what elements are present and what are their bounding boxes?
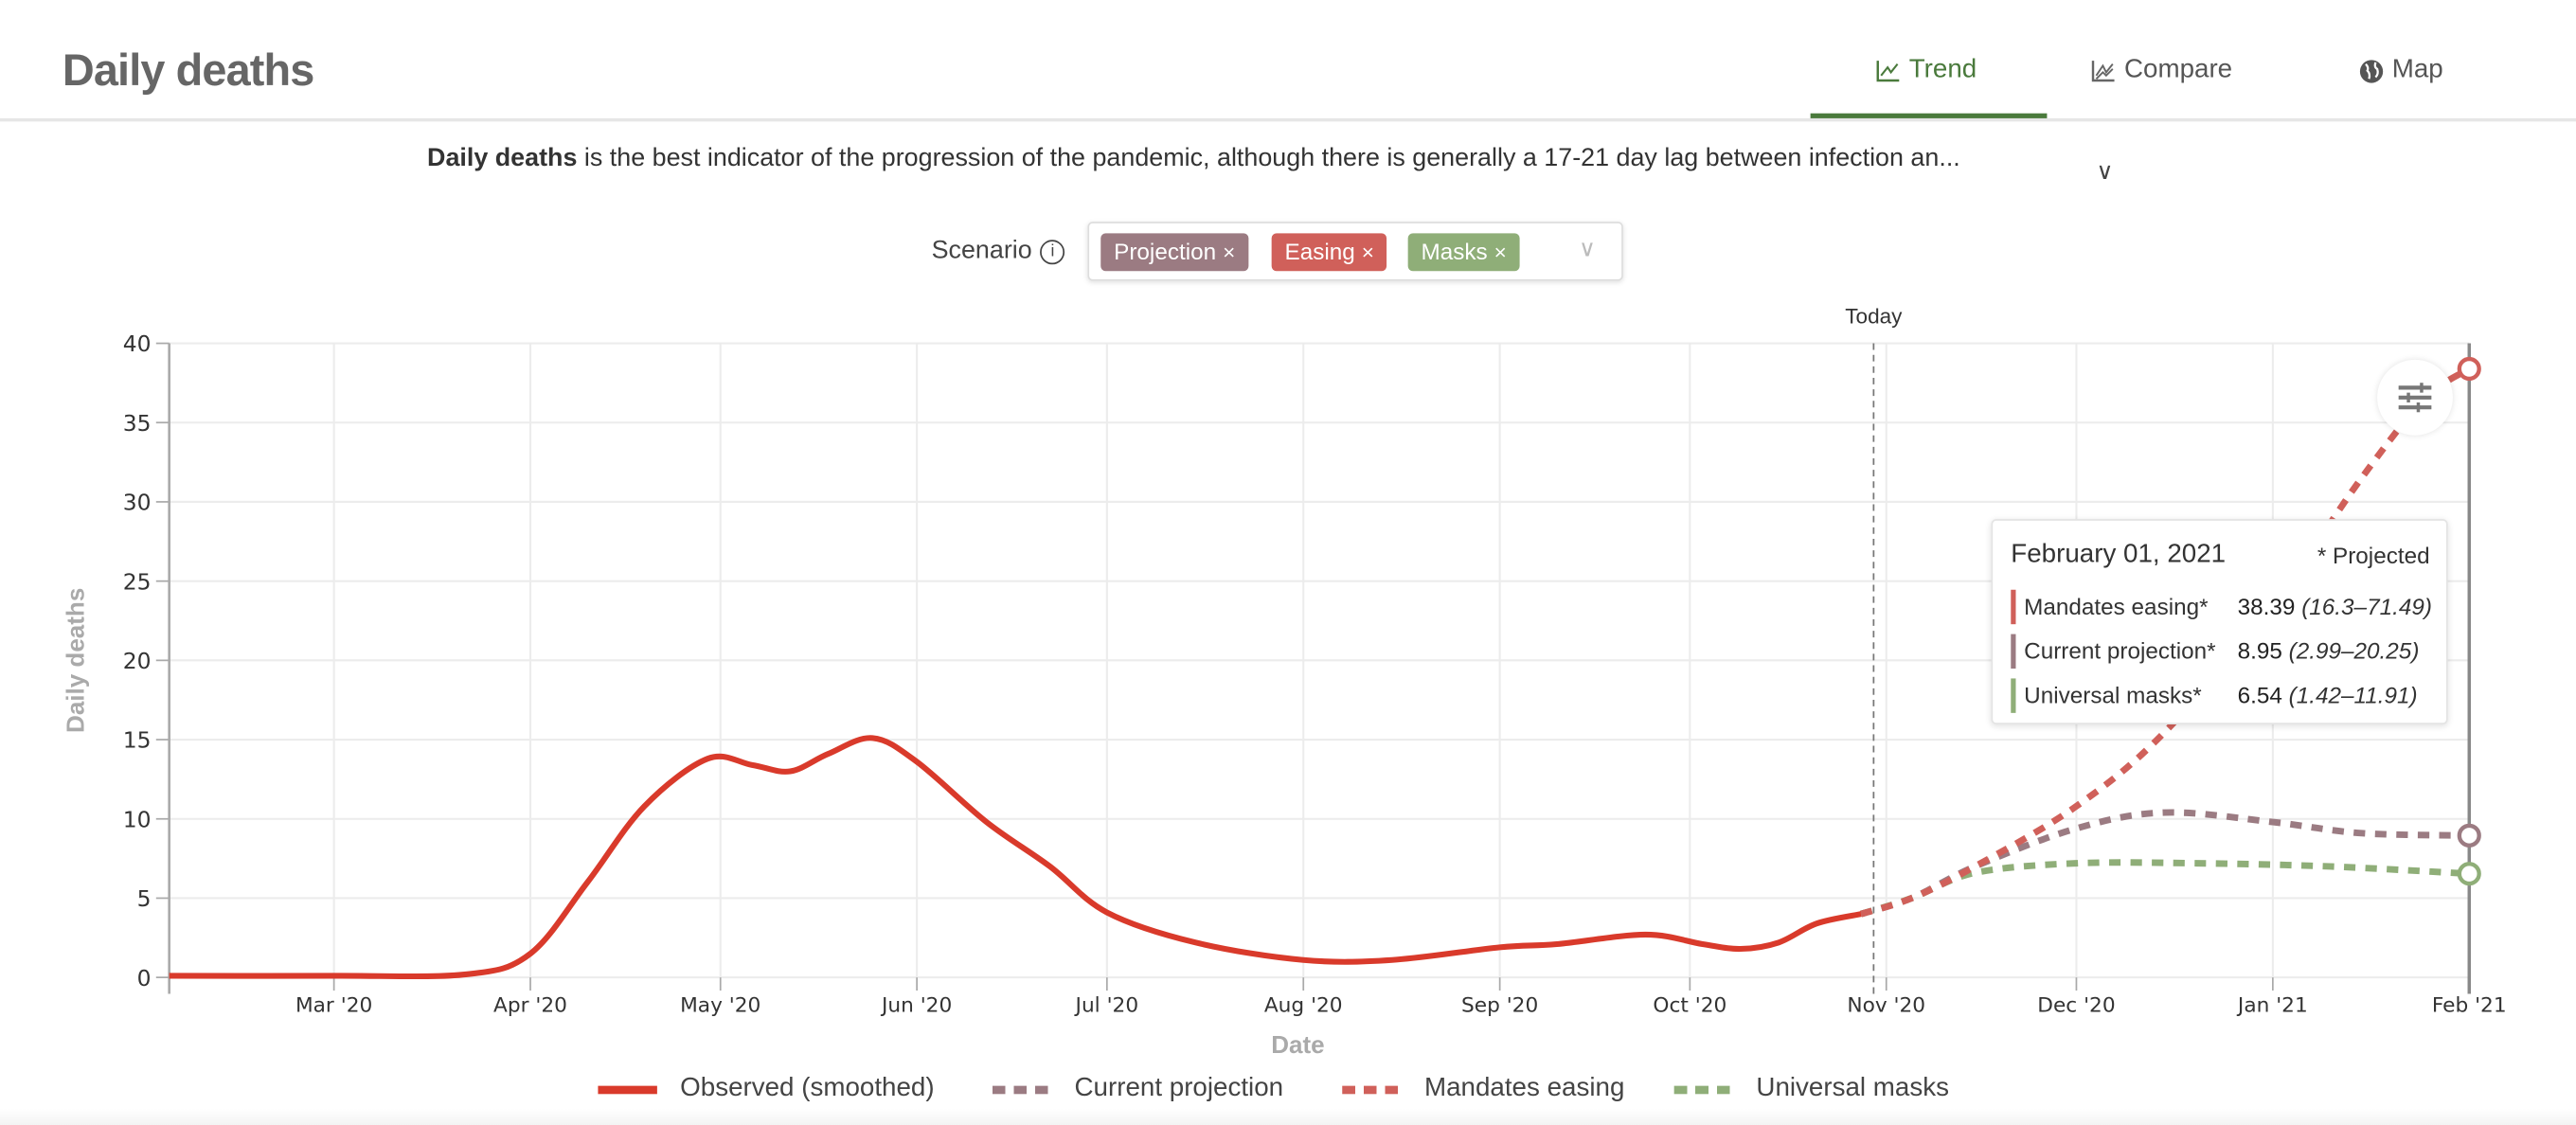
tooltip-value-number: 8.95 (2237, 637, 2282, 664)
header-divider (0, 117, 2576, 122)
chip-label: Easing (1284, 238, 1355, 265)
chip-label: Masks (1421, 238, 1488, 265)
description-text: is the best indicator of the progression… (577, 144, 1960, 173)
tooltip-series-name: Universal masks* (2024, 681, 2202, 708)
legend-swatch (598, 1084, 657, 1094)
tab-compare[interactable]: Compare (2091, 56, 2232, 85)
x-tick-label: Sep '20 (1461, 994, 1538, 1018)
info-icon[interactable]: i (1040, 239, 1065, 264)
legend-item-universal-masks[interactable]: Universal masks (1673, 1074, 1949, 1103)
scenario-select[interactable]: Projection × Easing × Masks × ∨ (1087, 222, 1623, 281)
x-tick-label: Dec '20 (2037, 994, 2115, 1018)
area-chart-icon (2091, 61, 2115, 82)
tooltip-value: 38.39 (16.3–71.49) (2238, 593, 2432, 619)
legend-label: Current projection (1074, 1074, 1284, 1102)
scenario-label-text: Scenario (931, 236, 1032, 265)
x-tick-label: Jul '20 (1074, 994, 1139, 1018)
expand-description-chevron-icon[interactable]: ∨ (2096, 157, 2114, 185)
remove-chip-icon[interactable]: × (1494, 240, 1507, 265)
tooltip-value: 8.95 (2.99–20.25) (2238, 637, 2420, 664)
x-tick-label: May '20 (680, 994, 760, 1018)
legend-item-mandates-easing[interactable]: Mandates easing (1342, 1074, 1624, 1103)
series-line-universal-masks (1859, 859, 2470, 918)
tab-map[interactable]: Map (2359, 56, 2443, 85)
legend-swatch (992, 1084, 1052, 1094)
series-color-bar (2011, 589, 2016, 625)
x-tick-label: Feb '21 (2432, 994, 2507, 1018)
y-axis-label: Daily deaths (61, 588, 89, 733)
remove-chip-icon[interactable]: × (1223, 240, 1236, 265)
chip-easing: Easing × (1271, 233, 1387, 272)
tooltip-value-number: 38.39 (2237, 593, 2296, 619)
chip-label: Projection (1114, 238, 1217, 265)
tooltip-value-range: (1.42–11.91) (2288, 681, 2418, 708)
y-tick-label: 35 (123, 410, 152, 437)
scenario-label: Scenario i (932, 237, 1065, 266)
series-end-marker[interactable] (2457, 862, 2481, 886)
series-color-bar (2011, 634, 2016, 670)
tooltip-projected-note: * Projected (2317, 542, 2430, 569)
x-tick-label: Aug '20 (1264, 994, 1343, 1018)
x-tick-label: Jun '20 (880, 994, 952, 1018)
legend-swatch (1673, 1084, 1734, 1094)
footer-shadow (0, 1108, 2576, 1125)
description: Daily deaths is the best indicator of th… (427, 145, 1960, 174)
chip-masks: Masks × (1407, 233, 1520, 272)
chevron-down-icon[interactable]: ∨ (1579, 235, 1596, 261)
tab-label: Map (2391, 55, 2443, 84)
tooltip-value: 6.54 (1.42–11.91) (2238, 682, 2418, 708)
description-bold: Daily deaths (427, 144, 578, 173)
y-tick-label: 25 (123, 568, 152, 595)
y-tick-label: 20 (123, 648, 152, 674)
chart-tooltip: February 01, 2021 * Projected Mandates e… (1991, 519, 2448, 725)
y-tick-label: 30 (123, 490, 152, 516)
chart-settings-button[interactable] (2377, 359, 2453, 436)
legend-label: Universal masks (1756, 1074, 1949, 1102)
y-tick-label: 10 (123, 806, 152, 832)
y-tick-label: 5 (137, 885, 152, 912)
series-line-observed-smoothed (169, 735, 1862, 980)
x-tick-label: Apr '20 (493, 994, 567, 1018)
y-tick-label: 15 (123, 727, 152, 754)
legend-item-current-projection[interactable]: Current projection (992, 1074, 1284, 1103)
tooltip-series-name: Mandates easing* (2024, 593, 2209, 619)
legend-item-observed[interactable]: Observed (smoothed) (598, 1074, 935, 1103)
today-label: Today (1845, 305, 1903, 329)
tab-trend[interactable]: Trend (1876, 56, 1977, 85)
line-chart-icon (1876, 61, 1900, 82)
x-tick-label: Oct '20 (1653, 994, 1726, 1018)
x-tick-label: Jan '21 (2236, 994, 2308, 1018)
series-end-marker[interactable] (2457, 356, 2481, 382)
active-tab-indicator (1810, 113, 2048, 120)
globe-icon (2359, 59, 2384, 82)
tooltip-value-number: 6.54 (2237, 681, 2282, 708)
chip-projection: Projection × (1100, 233, 1249, 272)
tooltip-date: February 01, 2021 (2011, 540, 2227, 569)
sliders-icon (2398, 383, 2432, 413)
x-tick-label: Nov '20 (1847, 994, 1925, 1018)
x-tick-label: Mar '20 (295, 994, 372, 1018)
series-end-marker[interactable] (2457, 823, 2481, 848)
tooltip-value-range: (2.99–20.25) (2288, 637, 2420, 664)
y-tick-label: 40 (123, 330, 152, 357)
remove-chip-icon[interactable]: × (1361, 240, 1374, 265)
y-tick-label: 0 (137, 965, 152, 991)
x-axis-label: Date (1271, 1030, 1324, 1059)
series-color-bar (2011, 678, 2016, 713)
tooltip-value-range: (16.3–71.49) (2301, 593, 2432, 619)
chart-legend: Observed (smoothed) Current projection M… (0, 1074, 2576, 1114)
legend-label: Mandates easing (1423, 1074, 1625, 1102)
page-title: Daily deaths (62, 45, 314, 96)
tab-label: Compare (2123, 55, 2233, 84)
tooltip-series-name: Current projection* (2024, 637, 2216, 664)
tab-label: Trend (1908, 55, 1977, 84)
legend-swatch (1342, 1084, 1402, 1094)
legend-label: Observed (smoothed) (680, 1074, 935, 1102)
